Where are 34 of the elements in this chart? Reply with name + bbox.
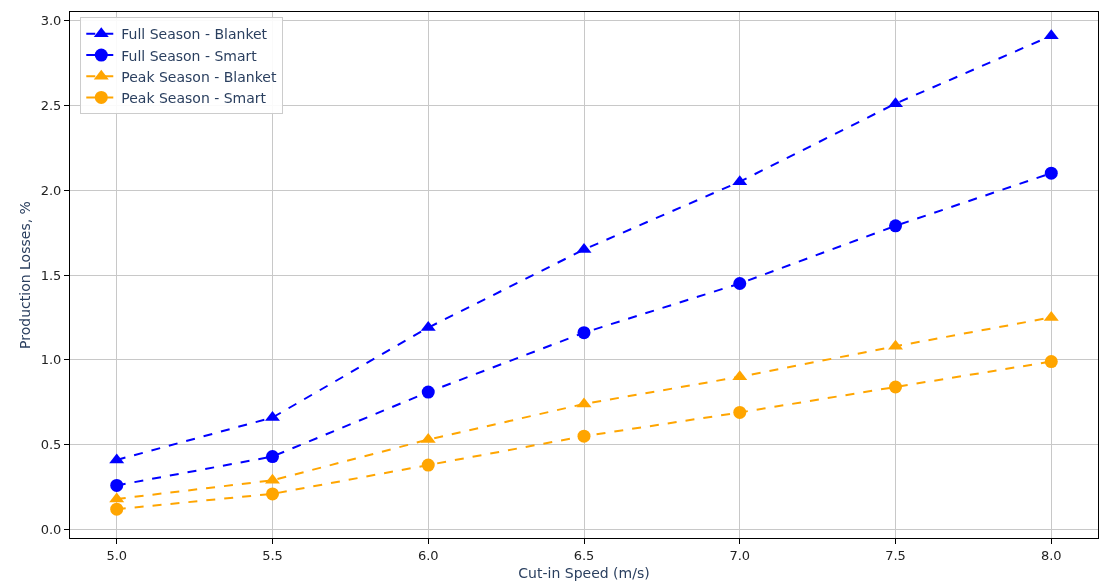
point — [577, 429, 591, 443]
point — [110, 478, 124, 492]
point — [265, 487, 279, 501]
y-tick-label: 0.0 — [40, 522, 62, 538]
x-tick-label: 5.5 — [262, 547, 283, 563]
point — [1044, 355, 1058, 369]
y-tick-label: 2.0 — [40, 182, 62, 198]
point — [889, 380, 903, 394]
y-tick-label: 1.0 — [40, 352, 62, 368]
point — [889, 219, 903, 233]
point — [733, 405, 747, 419]
x-tick-label: 5.0 — [106, 547, 128, 563]
y-axis-title: Production Losses, % — [17, 201, 34, 349]
y-tick-label: 2.5 — [40, 97, 62, 113]
x-tick-label: 6.5 — [573, 547, 595, 563]
x-axis-title: Cut-in Speed (m/s) — [518, 564, 650, 581]
legend-label: Peak Season - Blanket — [121, 68, 277, 85]
point — [421, 385, 435, 399]
x-tick-label: 7.0 — [729, 547, 751, 563]
point — [577, 326, 591, 340]
legend-label: Full Season - Smart — [121, 47, 258, 64]
point — [265, 450, 279, 464]
point — [1044, 166, 1058, 180]
legend-label: Peak Season - Smart — [121, 89, 267, 106]
point — [733, 276, 747, 290]
point — [421, 458, 435, 472]
x-tick-label: 8.0 — [1040, 547, 1062, 563]
point — [110, 502, 124, 516]
y-tick-label: 1.5 — [40, 267, 62, 283]
y-tick-label: 3.0 — [40, 13, 62, 29]
legend-label: Full Season - Blanket — [121, 26, 268, 43]
y-tick-label: 0.5 — [40, 437, 62, 453]
x-tick-label: 6.0 — [417, 547, 439, 563]
x-tick-label: 7.5 — [885, 547, 906, 563]
